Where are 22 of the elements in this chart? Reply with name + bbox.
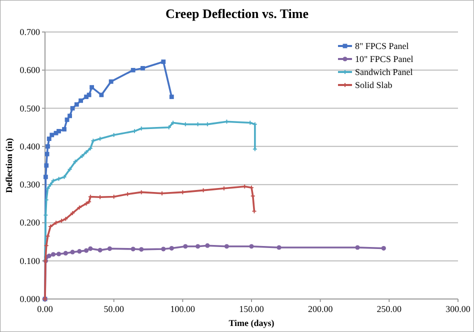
- y-axis-title: Deflection (in): [4, 138, 14, 193]
- legend-label: 8" FPCS Panel: [355, 41, 410, 51]
- legend-label: Sandwich Panel: [355, 67, 414, 77]
- x-tick-label: 250.00: [376, 304, 402, 314]
- y-tick-label: 0.500: [20, 103, 40, 114]
- legend-label: Solid Slab: [355, 80, 393, 90]
- x-tick-label: 0.00: [37, 304, 54, 314]
- y-tick-label: 0.700: [20, 27, 40, 37]
- legend-label: 10" FPCS Panel: [355, 54, 414, 64]
- x-axis-title: Time (days): [228, 318, 274, 328]
- x-tick-label: 150.00: [239, 304, 264, 314]
- y-tick-label: 0.000: [20, 294, 40, 304]
- x-tick-label: 50.00: [104, 304, 124, 314]
- x-tick-label: 200.00: [308, 304, 334, 314]
- y-tick-label: 0.100: [20, 256, 40, 266]
- y-tick-label: 0.600: [20, 65, 40, 76]
- x-tick-label: 100.00: [170, 304, 196, 314]
- y-tick-label: 0.400: [20, 141, 40, 152]
- y-tick-label: 0.300: [20, 180, 40, 190]
- x-tick-label: 300.00: [446, 304, 471, 314]
- chart-title: Creep Deflection vs. Time: [166, 6, 309, 21]
- y-tick-label: 0.200: [20, 218, 40, 228]
